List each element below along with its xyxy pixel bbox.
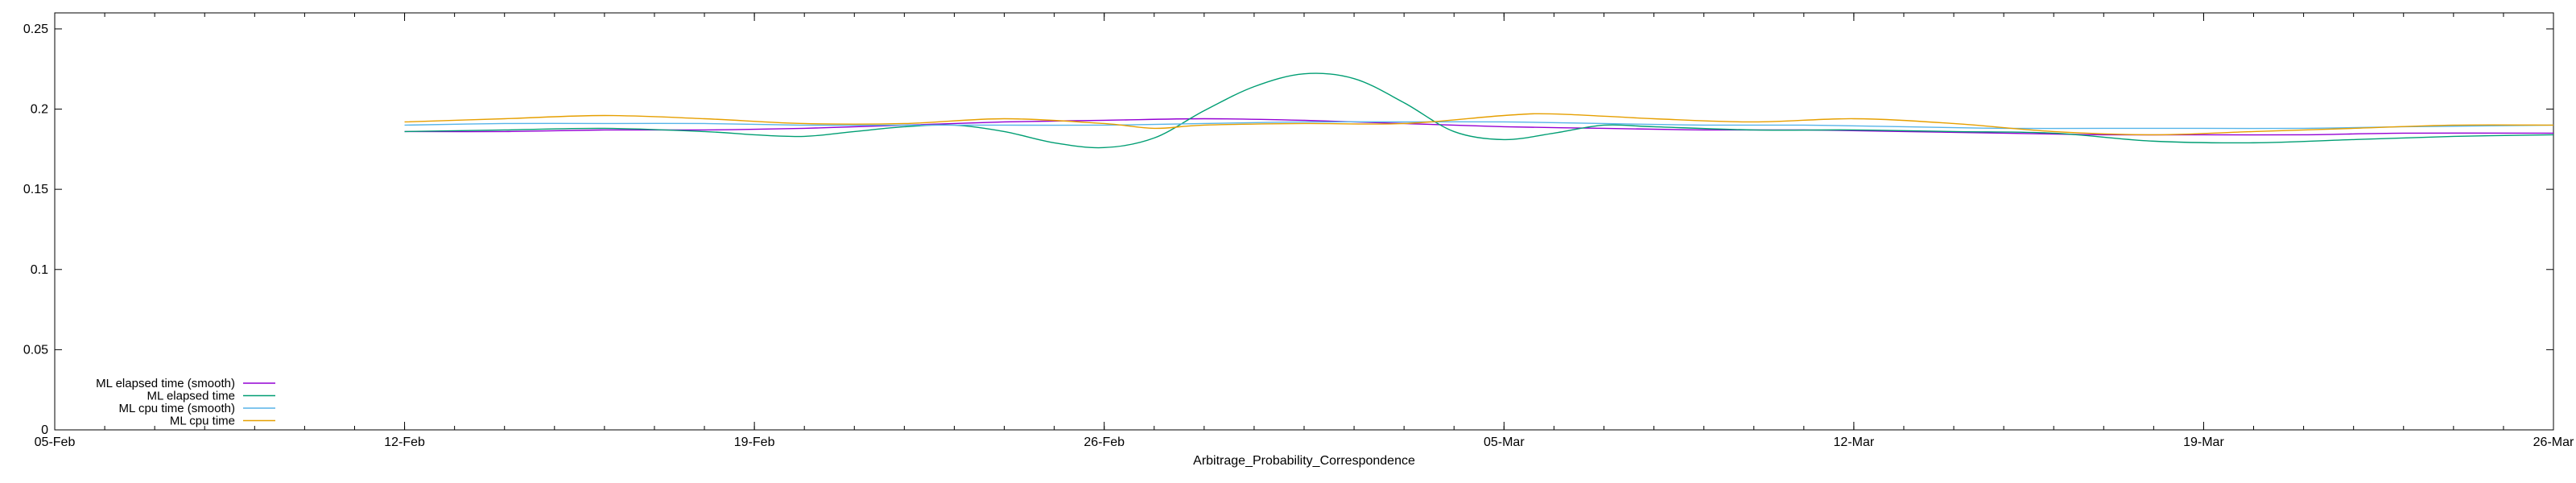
x-tick-label: 26-Feb <box>1084 436 1125 449</box>
y-axis: 0 0.05 0.1 0.15 0.2 0.25 <box>23 23 2553 437</box>
x-tick-label: 26-Mar <box>2533 436 2574 449</box>
legend-label: ML cpu time (smooth) <box>119 402 236 415</box>
y-tick-label: 0.2 <box>31 103 48 117</box>
series-line-2 <box>404 72 2554 149</box>
series-line-3 <box>404 121 2554 130</box>
x-axis-title: Arbitrage_Probability_Correspondence <box>1193 454 1415 468</box>
y-tick-label: 0.25 <box>23 23 48 36</box>
plot-frame <box>54 12 2554 431</box>
y-tick-label: 0 <box>41 423 48 437</box>
series-layer <box>404 72 2554 149</box>
legend-label: ML elapsed time (smooth) <box>96 377 235 390</box>
series-line-4 <box>404 113 2554 136</box>
x-tick-label: 05-Mar <box>1484 436 1525 449</box>
legend-label: ML cpu time <box>170 415 235 428</box>
legend: ML elapsed time (smooth)ML elapsed timeM… <box>96 377 275 428</box>
y-tick-label: 0.1 <box>31 263 48 277</box>
x-tick-label: 19-Mar <box>2183 436 2224 449</box>
x-tick-label: 12-Feb <box>384 436 425 449</box>
y-tick-label: 0.15 <box>23 183 48 196</box>
legend-label: ML elapsed time <box>147 390 236 403</box>
x-tick-label: 19-Feb <box>734 436 775 449</box>
y-tick-label: 0.05 <box>23 343 48 357</box>
x-axis: 05-Feb 12-Feb 19-Feb 26-Feb 05-Mar 12-Mar 19-M… <box>35 13 2574 449</box>
x-tick-label: 12-Mar <box>1834 436 1875 449</box>
x-tick-label: 05-Feb <box>35 436 76 449</box>
